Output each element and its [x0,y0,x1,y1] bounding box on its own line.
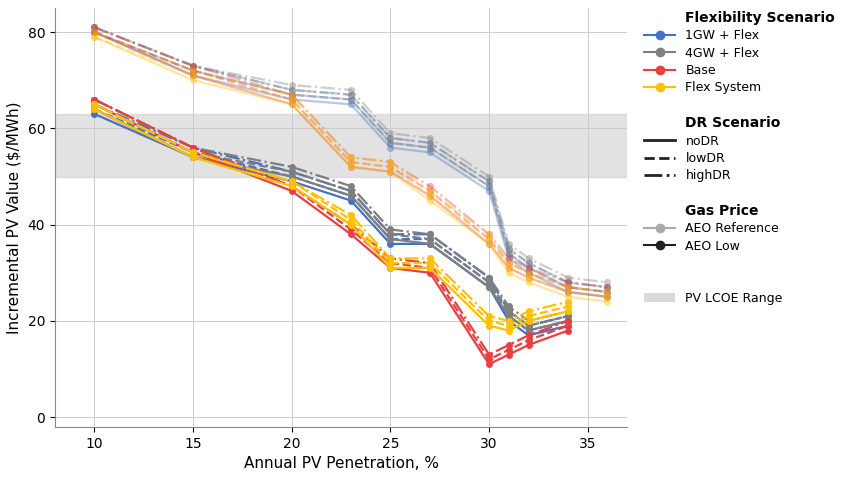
Y-axis label: Incremental PV Value ($/MWh): Incremental PV Value ($/MWh) [7,101,22,334]
Bar [55,114,628,176]
Legend: Flexibility Scenario, 1GW + Flex, 4GW + Flex, Base, Flex System, , DR Scenario, : Flexibility Scenario, 1GW + Flex, 4GW + … [639,6,840,310]
X-axis label: Annual PV Penetration, %: Annual PV Penetration, % [243,456,438,471]
